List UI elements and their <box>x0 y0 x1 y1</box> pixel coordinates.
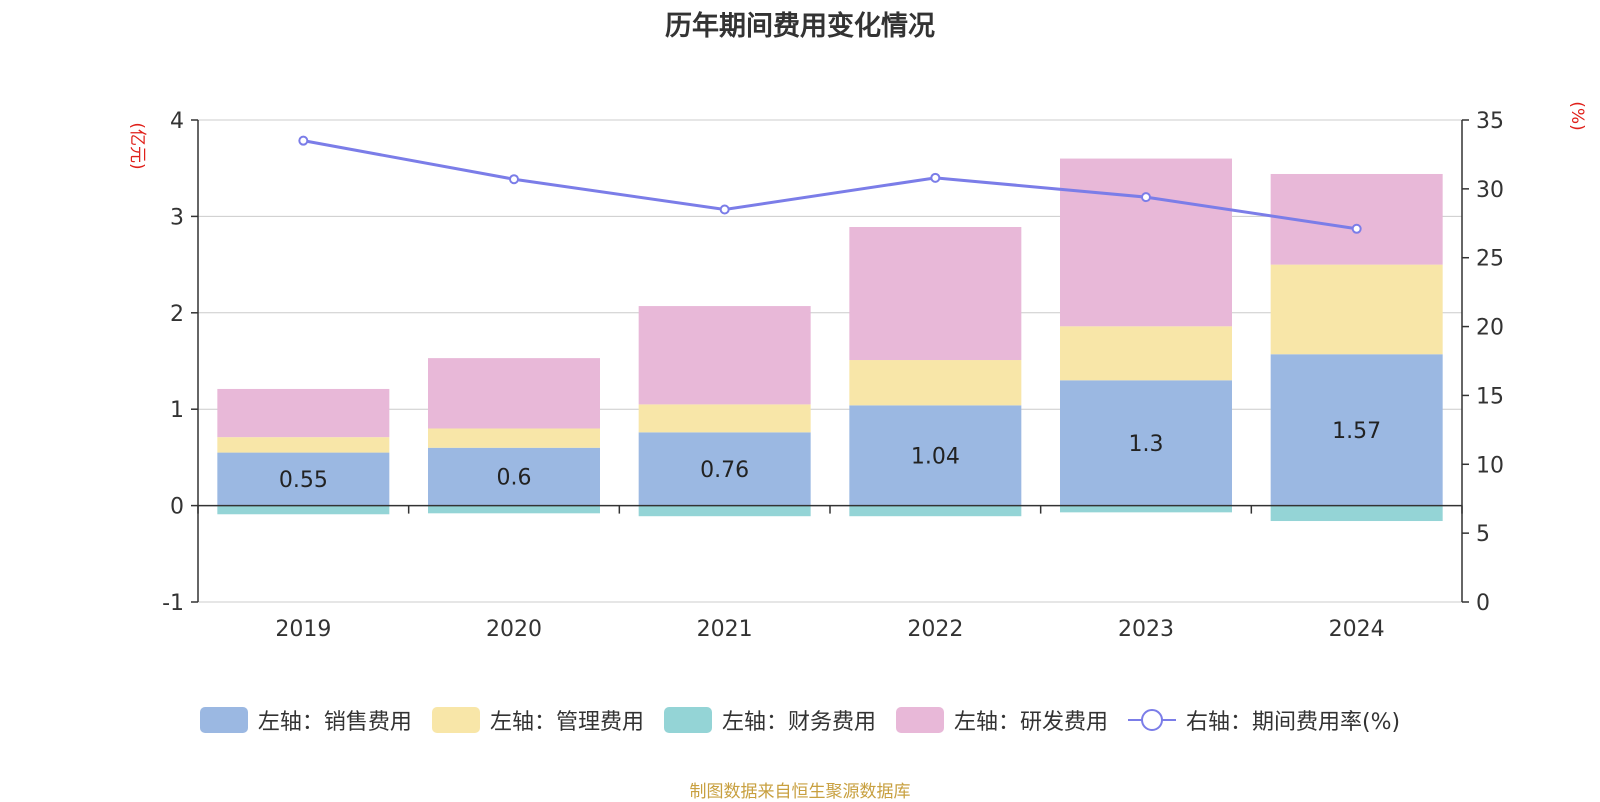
bar-segment <box>428 447 600 506</box>
legend-swatch <box>1127 707 1176 733</box>
left-tick-label: -1 <box>162 591 184 616</box>
data-label: 1.04 <box>911 444 960 469</box>
x-tick-label: 2022 <box>907 617 963 642</box>
bar-segment <box>638 505 811 517</box>
bar-segment <box>217 452 390 506</box>
bar-segment <box>849 227 1022 361</box>
x-tick-label: 2024 <box>1329 617 1385 642</box>
x-tick-label: 2021 <box>697 617 753 642</box>
legend-swatch <box>895 707 944 733</box>
legend-label: 左轴：销售费用 <box>257 710 412 735</box>
data-label: 1.3 <box>1129 432 1164 457</box>
legend-item[interactable]: 左轴：管理费用 <box>431 704 644 736</box>
left-tick-label: 4 <box>170 109 184 134</box>
bar-segment <box>1060 158 1232 327</box>
x-tick-label: 2019 <box>275 617 331 642</box>
left-tick-label: 1 <box>170 398 184 423</box>
chart-canvas: 0.55 0.6 0.76 1.04 1.3 1.57 -1 0 1 2 3 4 0 5 10 15 20 25 3… <box>127 101 1587 642</box>
legend-item[interactable]: 左轴：财务费用 <box>663 704 876 736</box>
legend-label: 左轴：管理费用 <box>489 710 644 735</box>
left-axis-unit: (亿元) <box>127 122 147 169</box>
bar-segment <box>428 505 600 514</box>
right-tick-label: 35 <box>1476 109 1504 134</box>
legend-item[interactable]: 左轴：研发费用 <box>895 704 1108 736</box>
rate-point <box>298 135 309 146</box>
bar-segment <box>638 306 811 405</box>
legend-label: 左轴：财务费用 <box>721 710 876 735</box>
bar-segment <box>217 505 390 515</box>
right-tick-label: 30 <box>1476 178 1504 203</box>
legend-swatch <box>431 707 480 733</box>
right-tick-label: 25 <box>1476 247 1504 272</box>
x-tick-label: 2023 <box>1118 617 1174 642</box>
bar-segment <box>1060 505 1232 513</box>
rate-point <box>509 174 519 185</box>
bar-segment <box>849 360 1022 406</box>
bar-segment <box>1060 326 1232 381</box>
bar-segment <box>638 432 811 506</box>
left-tick-label: 3 <box>170 205 184 230</box>
legend-swatch <box>663 707 712 733</box>
bar-segment <box>428 358 600 429</box>
legend-label: 右轴：期间费用率(%) <box>1185 710 1401 735</box>
legend: 左轴：销售费用 左轴：管理费用 左轴：财务费用 左轴：研发费用 右轴：期间费用率(%) <box>0 704 1600 736</box>
bar-segment <box>1270 505 1443 522</box>
bar-segment <box>849 505 1022 517</box>
data-label: 0.6 <box>497 466 532 491</box>
rate-point <box>719 204 730 215</box>
left-tick-label: 2 <box>170 302 184 327</box>
legend-label: 左轴：研发费用 <box>953 710 1108 735</box>
left-tick-label: 0 <box>170 495 184 520</box>
right-tick-label: 0 <box>1476 591 1490 616</box>
right-tick-label: 5 <box>1476 522 1490 547</box>
data-label: 0.76 <box>700 458 749 483</box>
bar-segment <box>428 428 600 448</box>
legend-item[interactable]: 左轴：销售费用 <box>199 704 412 736</box>
chart-title: 历年期间费用变化情况 <box>665 11 935 42</box>
legend-swatch <box>199 707 248 733</box>
rate-point <box>1351 223 1362 234</box>
legend-item[interactable]: 右轴：期间费用率(%) <box>1127 704 1401 736</box>
bar-segment <box>638 404 811 433</box>
x-tick-label: 2020 <box>486 617 542 642</box>
right-tick-label: 15 <box>1476 384 1504 409</box>
rate-point <box>930 172 941 183</box>
bar-segment <box>1060 380 1232 506</box>
bar-segment <box>217 437 390 453</box>
data-label: 0.55 <box>279 468 328 493</box>
right-axis-unit: (%) <box>1567 101 1587 130</box>
rate-line <box>303 139 1357 231</box>
bar-segment <box>1270 354 1443 506</box>
rate-point <box>1141 192 1151 203</box>
source-note: 制图数据来自恒生聚源数据库 <box>689 782 911 802</box>
right-tick-label: 20 <box>1476 316 1504 341</box>
right-tick-label: 10 <box>1476 453 1504 478</box>
bar-segment <box>1270 264 1443 355</box>
bar-segment <box>217 388 390 438</box>
data-label: 1.57 <box>1332 419 1381 444</box>
bar-segment <box>849 405 1022 506</box>
